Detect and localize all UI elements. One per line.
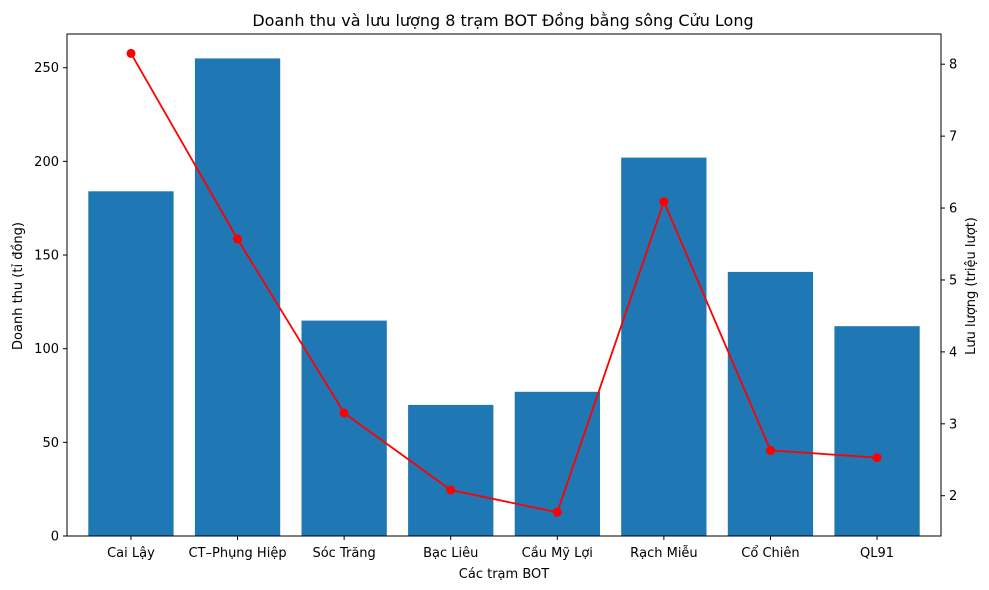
y-tick-label: 50 [42,436,59,451]
y2-tick-label: 2 [949,489,957,504]
x-tick-label: Cai Lậy [107,546,155,561]
y2-tick-label: 5 [949,273,957,288]
y2-tick-label: 3 [949,417,957,432]
bar-2 [301,320,387,536]
line-point-7 [872,453,882,463]
line-point-6 [766,445,775,455]
line-point-5 [659,197,669,207]
x-axis: Cai Lậy CT–Phụng Hiệp Sóc Trăng Bạc Liêu Cầu… [107,536,894,561]
line-point-2 [339,408,349,418]
line-point-1 [233,234,242,244]
bar-3 [408,404,494,536]
y-axis-label: Doanh thu (tỉ đồng) [11,222,26,350]
x-axis-label: Các trạm BOT [459,567,549,582]
x-tick-label: Bạc Liêu [423,546,478,561]
x-tick-label: CT–Phụng Hiệp [188,546,286,561]
x-tick-label: Cổ Chiên [741,546,799,561]
bar-7 [834,326,920,536]
y-tick-label: 250 [34,61,59,76]
line-point-0 [126,48,136,58]
y-axis-right: 2 3 4 5 6 7 8 [941,58,957,504]
y-tick-label: 100 [34,342,59,357]
line-series [126,48,882,517]
line-point-4 [552,507,562,517]
line-path [130,52,878,514]
bar-1 [194,58,281,537]
x-tick-label: Rạch Miễu [630,546,698,561]
y-tick-label: 0 [51,530,59,545]
y2-tick-label: 4 [949,345,957,360]
y-tick-label: 150 [34,249,59,264]
line-point-3 [446,485,456,495]
bar-6 [727,271,814,536]
x-tick-label: Sóc Trăng [312,546,375,561]
y2-tick-label: 7 [949,130,957,145]
plot-area-frame [66,33,942,537]
y2-axis-label: Lưu lượng (triệu lượt) [964,217,979,355]
y2-tick-label: 6 [949,202,957,217]
chart-title: Doanh thu và lưu lượng 8 trạm BOT Đồng b… [252,11,753,30]
bar-5 [621,157,707,536]
bar-series [88,58,920,537]
y-tick-label: 200 [34,155,59,170]
bar-0 [88,191,174,537]
x-tick-label: QL91 [860,546,894,561]
y2-tick-label: 8 [949,58,957,73]
x-tick-label: Cầu Mỹ Lợi [522,546,593,561]
y-axis-left: 0 50 100 150 200 250 [34,61,67,545]
